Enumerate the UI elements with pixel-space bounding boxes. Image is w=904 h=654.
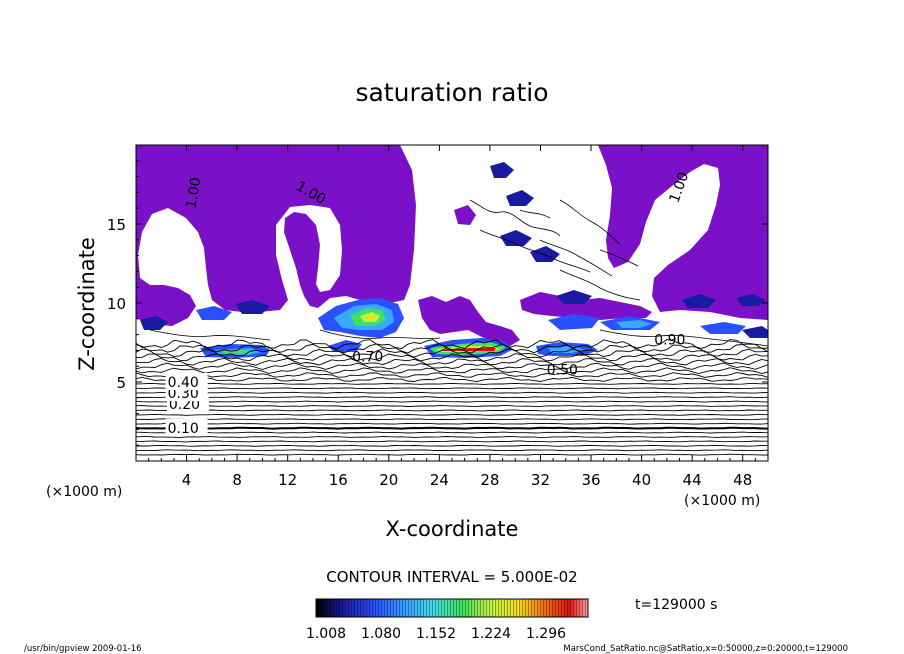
- contour-line: [136, 409, 768, 412]
- contour-line: [136, 367, 768, 374]
- colorbar-tick-label: 1.224: [471, 626, 511, 642]
- contour-label-bg: [165, 418, 208, 436]
- contour-interval: CONTOUR INTERVAL = 5.000E-02: [326, 568, 577, 586]
- colorbar-tick-label: 1.008: [306, 626, 346, 642]
- contour-line: [136, 353, 768, 362]
- contour-line: [136, 413, 768, 416]
- y-axis: 5 10 15: [107, 160, 768, 446]
- saturated-region-upper-left: [136, 145, 416, 326]
- contour-label: 0.30: [168, 386, 199, 402]
- x-tick-label: 20: [379, 471, 398, 489]
- contour-line: [136, 418, 768, 421]
- x-tick-label: 28: [480, 471, 499, 489]
- x-axis: 4 8 12 16 20 24 28 32 36 40 44 48: [148, 145, 756, 489]
- contour-line: [136, 444, 768, 447]
- contour-lines: [136, 339, 768, 456]
- contour-label: 0.50: [547, 362, 578, 378]
- y-axis-label: Z-coordinate: [75, 237, 99, 371]
- contour-label: 0.10: [168, 421, 199, 437]
- contour-line: [136, 372, 768, 378]
- colorbar-ticks: 1.008 1.080 1.152 1.224 1.296: [306, 626, 566, 642]
- colorbar-tick-label: 1.296: [526, 626, 566, 642]
- footer-left: /usr/bin/gpview 2009-01-16: [24, 644, 142, 654]
- saturated-region-upper-right: [598, 145, 768, 320]
- contour-line: [136, 362, 768, 370]
- x-tick-label: 40: [632, 471, 651, 489]
- colorbar-tick-label: 1.080: [361, 626, 401, 642]
- y-tick-label: 5: [116, 374, 126, 392]
- contour-line: [136, 422, 768, 425]
- x-tick-label: 44: [683, 471, 702, 489]
- saturated-region-small-blob: [454, 205, 476, 225]
- x-tick-label: 36: [581, 471, 600, 489]
- contour-line: [136, 339, 768, 350]
- plot-area: [136, 145, 768, 461]
- saturated-region-mid: [418, 296, 520, 346]
- x-axis-label: X-coordinate: [386, 517, 519, 541]
- x-unit-right: (×1000 m): [684, 493, 760, 509]
- x-tick-label: 24: [430, 471, 449, 489]
- contour-line: [136, 343, 768, 354]
- x-tick-label: 48: [733, 471, 752, 489]
- x-tick-label: 32: [531, 471, 550, 489]
- contour-line: [136, 391, 768, 394]
- contour-line: [136, 376, 768, 383]
- y-tick-label: 15: [107, 216, 126, 234]
- contour-line: [136, 400, 768, 403]
- contour-line: [136, 348, 768, 358]
- contour-line: [136, 453, 768, 456]
- footer-right: MarsCond_SatRatio.nc@SatRatio,x=0:50000,…: [563, 644, 848, 654]
- high-saturation-patches: [140, 162, 768, 358]
- contour-label: 0.20: [169, 397, 200, 413]
- contour-line: [136, 405, 768, 407]
- time-label: t=129000 s: [635, 597, 717, 613]
- x-tick-label: 8: [232, 471, 242, 489]
- contour-label-bg: [165, 373, 208, 390]
- contour-line: [136, 387, 768, 390]
- x-tick-label: 4: [182, 471, 192, 489]
- x-tick-label: 12: [278, 471, 297, 489]
- contour-line: [136, 396, 768, 399]
- contour-line: [136, 449, 768, 452]
- contour-line: [136, 440, 768, 443]
- saturated-region-right-mid: [520, 292, 652, 320]
- x-tick-label: 16: [329, 471, 348, 489]
- contour-label: 0.70: [352, 350, 383, 366]
- colorbar-tick-label: 1.152: [416, 626, 456, 642]
- x-unit-left: (×1000 m): [46, 484, 122, 500]
- contour-label: 1.00: [183, 176, 204, 209]
- contour-line: [136, 357, 768, 366]
- contour-line: [136, 426, 768, 430]
- contour-line: [136, 436, 768, 438]
- colorbar: [315, 598, 589, 618]
- chart-title: saturation ratio: [355, 78, 548, 107]
- contour-line: [136, 431, 768, 434]
- contour-label: 0.40: [168, 375, 199, 391]
- contour-line: [136, 382, 768, 385]
- contour-squiggles: [149, 199, 768, 347]
- contour-label: 0.90: [654, 332, 685, 348]
- y-tick-label: 10: [107, 295, 126, 313]
- saturated-region: [136, 145, 768, 346]
